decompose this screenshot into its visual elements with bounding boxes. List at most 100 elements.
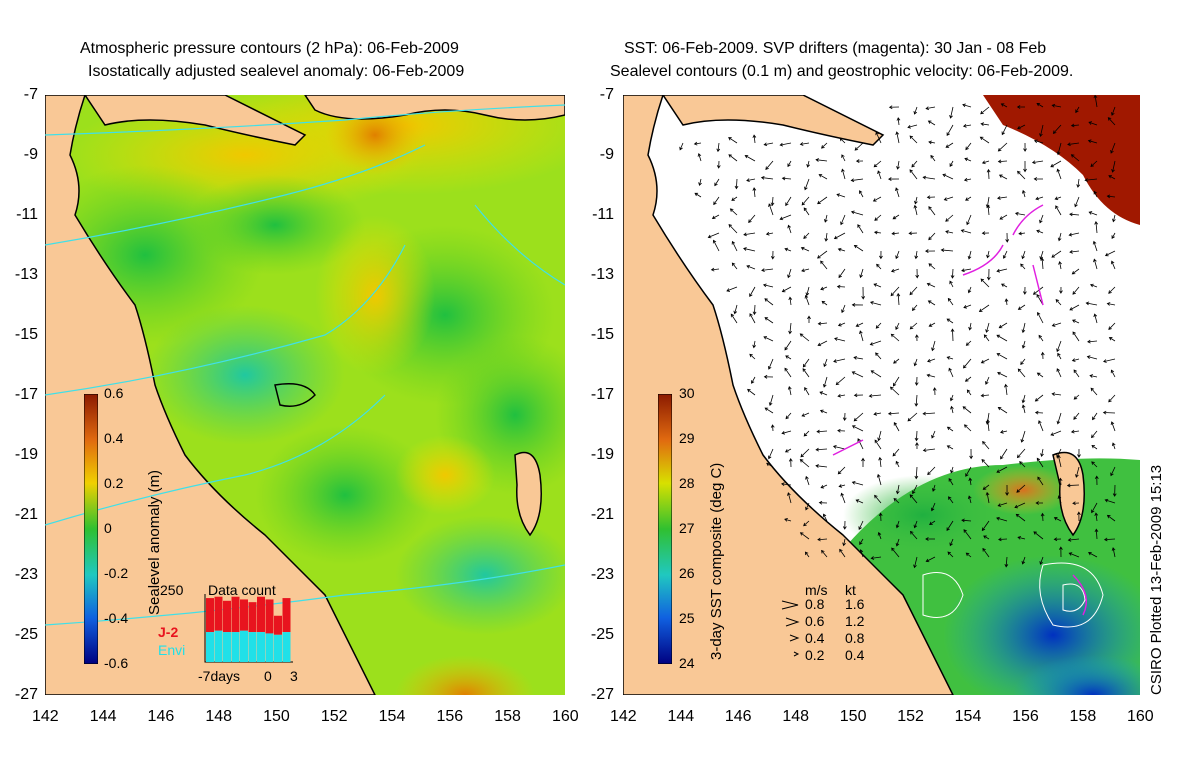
velocity-arrow (817, 250, 828, 259)
velocity-arrow (815, 158, 828, 162)
velocity-arrow (805, 475, 810, 486)
velocity-arrow (785, 196, 792, 207)
velocity-arrow (820, 484, 828, 489)
right-xtick-8: 158 (1069, 708, 1097, 725)
velocity-arrow (1023, 142, 1027, 152)
legend-j2: J-2 (158, 624, 179, 640)
velocity-arrow (913, 520, 918, 529)
velocity-arrow (980, 278, 990, 288)
velocity-arrow (891, 547, 900, 558)
velocity-arrow (895, 484, 900, 495)
velocity-arrow (1021, 340, 1026, 349)
velocity-arrow (752, 304, 757, 316)
envi-bar (240, 630, 248, 662)
velocity-arrow (1093, 313, 1098, 324)
velocity-arrow (962, 406, 972, 414)
velocity-arrow (982, 547, 990, 558)
velocity-arrow (764, 317, 774, 324)
sst-tick-2: 28 (679, 475, 695, 491)
velocity-arrow (1067, 537, 1080, 542)
velocity-arrow (694, 192, 702, 198)
velocity-arrow (1068, 232, 1080, 237)
velocity-arrow (855, 499, 864, 504)
velocity-arrow (986, 168, 991, 180)
velocity-arrow (1021, 394, 1026, 404)
velocity-arrow (859, 268, 864, 279)
velocity-arrow (978, 304, 990, 312)
velocity-arrow (870, 370, 882, 378)
velocity-arrow (962, 124, 972, 128)
envi-bar (214, 630, 223, 662)
velocity-arrow (873, 283, 882, 288)
velocity-arrow (1089, 374, 1098, 378)
velocity-arrow (785, 412, 792, 420)
left-ytick-10: -27 (14, 686, 38, 703)
velocity-arrow (892, 376, 900, 387)
sl-tick-1: 0.4 (104, 430, 124, 446)
velocity-arrow (1090, 387, 1098, 396)
velocity-arrow (909, 494, 918, 504)
velocity-arrow (1056, 142, 1062, 156)
velocity-arrow (1091, 444, 1098, 450)
velocity-arrow (1068, 552, 1080, 558)
velocity-arrow (931, 340, 936, 352)
velocity-arrow (841, 304, 846, 314)
velocity-arrow (868, 394, 882, 398)
velocity-arrow (996, 353, 1008, 360)
sealevel-map (45, 95, 565, 695)
velocity-arrow (887, 411, 900, 416)
velocity-arrow (716, 142, 721, 153)
velocity-arrow (1107, 117, 1116, 126)
velocity-arrow (967, 495, 972, 504)
velocity-arrow (986, 268, 991, 281)
velocity-arrow (1110, 369, 1116, 378)
data-count-ymax: 250 (160, 582, 184, 598)
sst-tick-0: 30 (679, 385, 695, 401)
velocity-arrow (728, 137, 738, 144)
velocity-arrow (966, 214, 972, 226)
velocity-arrow (1057, 232, 1062, 242)
j2-bar (248, 602, 257, 633)
sst-map (623, 95, 1140, 695)
velocity-arrow (1111, 547, 1116, 558)
velocity-arrow (965, 552, 972, 558)
velocity-arrow (945, 230, 954, 234)
envi-bar (282, 632, 291, 662)
sst-tick-6: 24 (679, 655, 695, 671)
velocity-arrow (981, 520, 990, 532)
velocity-arrow (1108, 286, 1116, 294)
velocity-arrow (961, 268, 972, 273)
velocity-arrow (872, 196, 882, 202)
velocity-arrow (967, 250, 972, 260)
velocity-arrow (985, 491, 990, 504)
j2-bar (274, 615, 282, 635)
vel-row-2-kt: 0.8 (845, 630, 865, 646)
velocity-arrow (855, 159, 864, 163)
velocity-arrow (963, 177, 972, 182)
velocity-arrow (850, 178, 864, 183)
velocity-arrow (821, 549, 828, 558)
velocity-arrow (949, 394, 954, 402)
velocity-arrow (1017, 304, 1026, 310)
velocity-arrow (726, 286, 738, 292)
velocity-arrow (980, 122, 990, 127)
velocity-arrow (876, 263, 882, 270)
velocity-arrow (1112, 214, 1116, 223)
velocity-arrow (922, 448, 936, 453)
left-xtick-7: 156 (436, 708, 464, 725)
velocity-arrow (1051, 322, 1062, 327)
right-title-line1: SST: 06-Feb-2009. SVP drifters (magenta)… (624, 40, 1047, 57)
velocity-arrow (1000, 448, 1008, 460)
data-count-xlabel-right: 3 (290, 668, 298, 684)
velocity-arrow (765, 160, 774, 170)
velocity-arrow (1073, 369, 1080, 378)
velocity-arrow (752, 134, 757, 144)
velocity-arrow (761, 268, 774, 272)
vel-row-1-kt: 1.2 (845, 613, 865, 629)
velocity-arrow (807, 315, 811, 324)
velocity-arrow (1021, 322, 1026, 334)
velocity-arrow (931, 484, 936, 492)
sl-tick-5: -0.4 (104, 610, 129, 626)
velocity-arrow (837, 247, 846, 252)
right-xtick-5: 152 (897, 708, 924, 725)
